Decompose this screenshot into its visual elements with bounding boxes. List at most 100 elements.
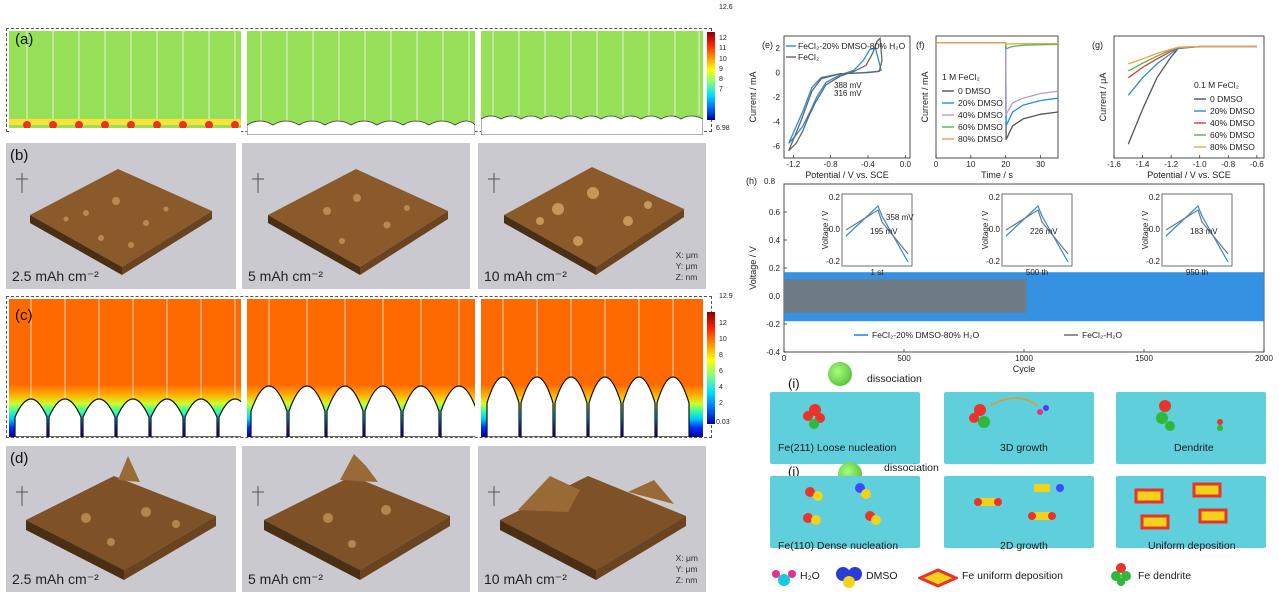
chart-h-inset-1-ylabel: Voltage / V bbox=[981, 210, 990, 249]
sim-a-3-lines bbox=[481, 31, 703, 135]
chart-f-legend-3: 60% DMSO bbox=[958, 122, 1003, 132]
chart-f-xlabel: Time / s bbox=[981, 170, 1013, 180]
afm-d-3-caption: 10 mAh cm⁻² bbox=[484, 571, 567, 587]
chart-h-ytick-label-5: -0.4 bbox=[766, 348, 780, 357]
chart-h-xtick-label-2: 1000 bbox=[1015, 354, 1033, 363]
chart-h-inset-1-xlabel: 500 th bbox=[1026, 268, 1048, 277]
chart-f-frame bbox=[935, 35, 1059, 159]
panel-j-label: (j) bbox=[788, 464, 800, 479]
afm-d-1-surface bbox=[16, 456, 216, 580]
i2-growth bbox=[969, 397, 1049, 428]
chart-f-xtick-label-2: 20 bbox=[1001, 160, 1010, 169]
chart-e-ytick-4: -6 bbox=[773, 142, 781, 151]
chart-g-legend-3: 60% DMSO bbox=[1210, 130, 1255, 140]
j2-flat bbox=[974, 484, 1064, 520]
chart-h-ytick-label-4: -0.2 bbox=[766, 320, 780, 329]
afm-d-2-surface bbox=[252, 454, 450, 580]
legend-h2o: H₂O bbox=[800, 570, 820, 582]
chart-h-ytick-label-3: 0.0 bbox=[769, 292, 781, 301]
panel-i-dissociation: dissociation bbox=[867, 373, 922, 385]
afm-d-3-surface bbox=[488, 476, 686, 580]
afm-b-2-caption: 5 mAh cm⁻² bbox=[248, 268, 324, 284]
chart-f-xtick-label-3: 30 bbox=[1036, 160, 1045, 169]
chart-f-ylabel: Current / mA bbox=[920, 71, 930, 122]
i1-nucleus bbox=[803, 404, 825, 429]
chart-g-legend-0: 0 DMSO bbox=[1210, 94, 1243, 104]
afm-b-3-caption: 10 mAh cm⁻² bbox=[484, 268, 567, 284]
legend-uniform: Fe uniform deposition bbox=[962, 570, 1063, 582]
colorbar-c bbox=[707, 312, 715, 424]
chart-e-ytick-2: -2 bbox=[773, 93, 781, 102]
chart-f-legend-2: 40% DMSO bbox=[958, 110, 1003, 120]
chart-h-xtick-label-0: 0 bbox=[782, 354, 787, 363]
chart-g-xtick-label-5: -0.6 bbox=[1250, 160, 1264, 169]
legend-row: H₂O DMSO Fe uniform deposition Fe dendri… bbox=[770, 563, 1270, 590]
i3-dendrite bbox=[1156, 400, 1223, 431]
tile-i-3-caption: Dendrite bbox=[1174, 442, 1214, 454]
chart-h-inset-0-xlabel: 1 st bbox=[871, 268, 885, 277]
chart-g-series-4 bbox=[1128, 45, 1257, 65]
chart-e-ytick-3: -4 bbox=[773, 117, 781, 126]
chart-h-inset-0-ytick-0: 0.2 bbox=[829, 193, 841, 202]
chart-e-xtick-label-3: 0.0 bbox=[900, 160, 912, 169]
chart-h-inset-1-ytick-0: 0.2 bbox=[989, 193, 1001, 202]
panel-d-label: (d) bbox=[10, 450, 29, 467]
tile-i-2-caption: 3D growth bbox=[1000, 442, 1048, 454]
chart-h-ytick-label-1: 0.4 bbox=[769, 236, 781, 245]
legend-dmso: DMSO bbox=[866, 570, 898, 582]
chart-h-inset-2-ytick-2: -0.2 bbox=[1146, 257, 1160, 266]
chart-h-ytick-label-2: 0.2 bbox=[769, 264, 781, 273]
chart-e-xlabel: Potential / V vs. SCE bbox=[805, 170, 889, 180]
legend-dendrite: Fe dendrite bbox=[1138, 570, 1192, 582]
chart-e-annot-0: 388 mV bbox=[834, 81, 862, 90]
tile-j-3-caption: Uniform deposition bbox=[1148, 540, 1236, 552]
chart-h-ylabel: Voltage / V bbox=[748, 246, 758, 290]
afm-d-3: 10 mAh cm⁻² X: μm Y: μm Z: nm bbox=[478, 446, 706, 592]
colorbar-a-bottom: 6.98 bbox=[716, 125, 730, 132]
chart-e-xtick-label-0: -1.2 bbox=[786, 160, 800, 169]
afm-b-3-surface bbox=[488, 167, 684, 275]
sim-c-2 bbox=[247, 299, 475, 437]
chart-h-inset-2-xlabel: 950 th bbox=[1186, 268, 1208, 277]
chart-f-xtick-label-1: 10 bbox=[966, 160, 975, 169]
chart-h-inset-1-note-0: 226 mV bbox=[1030, 227, 1058, 236]
fe-dendrite-icon bbox=[1111, 563, 1131, 586]
chart-e-ytick-1: 0 bbox=[776, 69, 781, 78]
chart-h-xtick-label-3: 1500 bbox=[1135, 354, 1153, 363]
chart-h-inset-2-ytick-0: 0.2 bbox=[1149, 193, 1161, 202]
chart-h-inset-2-blue bbox=[1165, 204, 1229, 263]
dmso-icon bbox=[836, 567, 862, 588]
chart-g-series-3 bbox=[1127, 45, 1257, 72]
afm-b-3: 10 mAh cm⁻² X: μm Y: μm Z: nm bbox=[478, 143, 706, 289]
chart-g-legend-4: 80% DMSO bbox=[1210, 142, 1255, 152]
chart-f-xtick-label-0: 0 bbox=[934, 160, 939, 169]
chart-g-xtick-label-3: -1.0 bbox=[1193, 160, 1207, 169]
chart-h-xlabel: Cycle bbox=[1013, 364, 1036, 374]
chart-h-inset-0-blue bbox=[845, 204, 909, 263]
afm-d-1-caption: 2.5 mAh cm⁻² bbox=[12, 571, 99, 587]
schematic-decor bbox=[803, 397, 1228, 530]
chart-f-legend-1: 20% DMSO bbox=[958, 98, 1003, 108]
sim-c-1-overlay bbox=[14, 299, 241, 437]
chart-h-ytop: 0.8 bbox=[764, 177, 776, 186]
chart-h-inset-0-ytick-2: -0.2 bbox=[826, 257, 840, 266]
panel-c: (c) bbox=[6, 296, 712, 438]
chart-g-legend-title: 0.1 M FeCl₂ bbox=[1194, 80, 1239, 90]
afm-b-2-surface bbox=[252, 169, 448, 275]
chart-e-label: (e) bbox=[762, 40, 773, 50]
afm-b-2: 5 mAh cm⁻² bbox=[242, 143, 470, 289]
tile-i-3 bbox=[1116, 392, 1266, 464]
afm-d-2: 5 mAh cm⁻² bbox=[242, 446, 470, 592]
tile-i-1-caption: Fe(211) Loose nucleation bbox=[778, 442, 897, 454]
sim-a-2-lines bbox=[247, 31, 475, 135]
chart-g-legend-2: 40% DMSO bbox=[1210, 118, 1255, 128]
chart-e-annot-1: 316 mV bbox=[834, 89, 862, 98]
chart-e-series-1 bbox=[788, 37, 883, 152]
sim-a-3 bbox=[481, 31, 703, 135]
panel-c-label: (c) bbox=[15, 307, 33, 324]
sim-c-1 bbox=[9, 299, 241, 437]
sim-a-1 bbox=[9, 31, 241, 135]
chart-f-label: (f) bbox=[916, 40, 925, 50]
